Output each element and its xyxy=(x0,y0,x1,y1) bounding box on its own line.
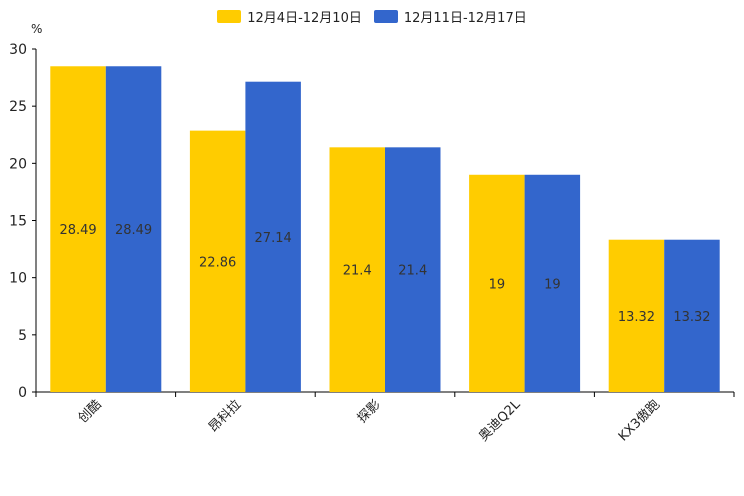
x-tick-label: 奥迪Q2L xyxy=(476,397,524,445)
data-label: 19 xyxy=(489,277,506,292)
x-tick-label: 探影 xyxy=(355,397,384,426)
data-label: 21.4 xyxy=(343,264,372,279)
legend-label-series-2: 12月11日-12月17日 xyxy=(403,11,527,26)
y-tick-label: 30 xyxy=(9,42,27,58)
y-tick-label: 20 xyxy=(9,156,27,172)
y-tick-label: 25 xyxy=(9,99,27,115)
bar-2-1 xyxy=(105,66,162,392)
y-tick-label: 15 xyxy=(9,214,27,230)
data-label: 13.32 xyxy=(673,310,710,325)
y-tick-label: 10 xyxy=(9,271,27,287)
bar-1-2 xyxy=(189,130,246,392)
y-tick-label: 5 xyxy=(18,328,27,344)
data-label: 27.14 xyxy=(255,231,292,246)
bar-1-3 xyxy=(329,147,385,392)
chart-legend: 12月4日-12月10日 12月11日-12月17日 xyxy=(0,7,744,26)
bar-2-5 xyxy=(664,239,720,392)
data-label: 22.86 xyxy=(199,255,236,270)
bar-2-4 xyxy=(524,174,581,392)
data-label: 28.49 xyxy=(59,223,96,238)
legend-item-series-1[interactable]: 12月4日-12月10日 xyxy=(217,7,362,26)
data-label: 19 xyxy=(544,277,561,292)
legend-swatch-series-2 xyxy=(373,10,398,23)
y-tick-label: 0 xyxy=(18,385,27,401)
bar-1-4 xyxy=(469,174,525,392)
x-tick-label: KX3傲跑 xyxy=(616,397,663,444)
legend-label-series-1: 12月4日-12月10日 xyxy=(247,11,362,26)
bar-1-5 xyxy=(608,239,665,392)
legend-item-series-2[interactable]: 12月11日-12月17日 xyxy=(373,7,527,26)
y-axis-unit-label: % xyxy=(31,22,43,36)
x-tick-label: 创酷 xyxy=(76,397,105,426)
legend-swatch-series-1 xyxy=(217,10,242,23)
bar-2-2 xyxy=(245,81,301,392)
bar-2-3 xyxy=(385,147,441,392)
data-label: 13.32 xyxy=(618,310,655,325)
data-label: 28.49 xyxy=(115,223,152,238)
x-tick-label: 昂科拉 xyxy=(206,397,244,435)
data-label: 21.4 xyxy=(398,264,427,279)
bar-1-1 xyxy=(50,66,106,392)
